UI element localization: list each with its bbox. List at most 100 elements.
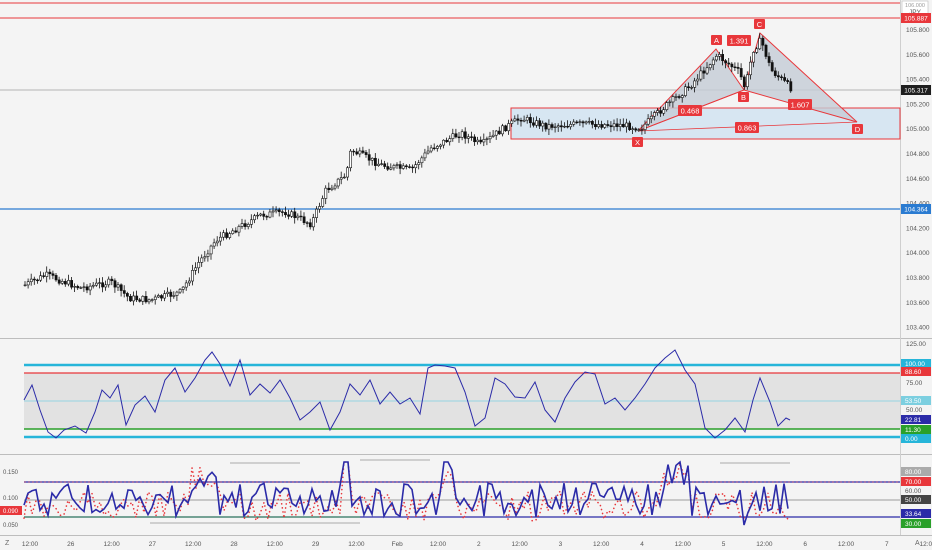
osc1-tick: 50.00 <box>906 407 923 414</box>
oscillator1[interactable] <box>23 349 900 439</box>
candle-body <box>404 165 408 168</box>
candle-body <box>321 198 325 207</box>
candle-body <box>256 214 260 217</box>
time-label: 7 <box>885 541 889 548</box>
candle-body <box>259 213 263 216</box>
candle-body <box>705 67 709 74</box>
time-label: 12:00 <box>838 541 855 548</box>
candle-body <box>129 295 132 302</box>
main-price-pane[interactable] <box>0 0 900 338</box>
time-label: 5 <box>722 541 726 548</box>
candle-body <box>532 122 535 126</box>
candle-body <box>104 284 108 288</box>
candle-body <box>253 215 256 221</box>
candle-body <box>88 285 92 291</box>
candle-body <box>454 133 458 138</box>
time-label: 12:00 <box>22 541 39 548</box>
osc2-t80-tag-bg <box>901 467 931 476</box>
price-candles[interactable] <box>23 33 793 306</box>
candle-body <box>70 280 74 288</box>
candle-body <box>305 222 309 224</box>
osc1-upper-red-tag-bg <box>901 367 931 376</box>
candle-body <box>572 121 576 125</box>
osc1-mid-tag: 53.50 <box>905 398 922 405</box>
candle-body <box>699 70 703 80</box>
candle-body <box>107 278 111 286</box>
oscillator2[interactable] <box>23 459 900 526</box>
candle-body <box>535 120 539 126</box>
currency-label: JPY <box>909 9 922 16</box>
point-c-label: C <box>757 20 763 29</box>
time-label: 12:00 <box>919 541 932 548</box>
candle-body <box>398 164 402 169</box>
top-price-tag: 106.000 <box>905 3 925 9</box>
time-axis-labels: 12:00 26 12:00 27 12:00 28 12:00 29 12:00 Feb 12:0… <box>22 541 932 548</box>
time-label: 12:00 <box>675 541 692 548</box>
time-label: 12:00 <box>348 541 365 548</box>
candle-body <box>389 167 393 170</box>
candle-body <box>507 123 511 132</box>
ratio-bd-label: 1.607 <box>791 101 810 110</box>
candle-body <box>566 125 570 128</box>
oscillator2-pane[interactable] <box>0 455 900 535</box>
candle-body <box>634 128 638 131</box>
ratio-xd-label: 0.863 <box>738 124 757 133</box>
candle-body <box>510 120 514 124</box>
osc2-axis: 80.00 70.00 60.00 50.00 33.64 30.00 <box>901 467 931 528</box>
candle-body <box>488 136 492 140</box>
candle-body <box>435 146 439 149</box>
candle-body <box>101 282 105 288</box>
candle-body <box>702 70 706 74</box>
candle-body <box>609 125 613 128</box>
time-axis[interactable] <box>0 535 932 550</box>
candle-body <box>153 296 157 300</box>
candle-body <box>349 150 353 169</box>
candle-body <box>677 96 681 98</box>
time-label: 12:00 <box>593 541 610 548</box>
osc1-line <box>23 349 791 439</box>
candle-body <box>352 150 356 153</box>
osc2-left-axis: 0.150 0.100 0.050 0.090 <box>0 470 22 529</box>
candle-body <box>770 62 774 72</box>
candle-body <box>373 157 377 166</box>
candle-body <box>296 215 300 219</box>
candle-body <box>439 144 442 147</box>
candle-body <box>420 157 424 164</box>
candle-body <box>721 54 725 62</box>
candle-body <box>466 136 470 139</box>
candle-body <box>581 121 585 124</box>
candle-body <box>590 121 594 125</box>
candle-body <box>683 86 687 96</box>
osc1-tick: 125.00 <box>906 341 926 348</box>
candle-body <box>166 291 170 294</box>
osc2-left-tick: 0.100 <box>3 496 19 502</box>
price-tick: 103.600 <box>906 300 930 307</box>
candle-body <box>277 209 281 213</box>
candle-body <box>659 110 663 114</box>
candle-body <box>519 120 523 122</box>
auto-scale-icon[interactable]: A <box>915 540 920 547</box>
candle-body <box>764 44 768 57</box>
candle-body <box>203 256 207 259</box>
candle-body <box>188 280 191 284</box>
point-b-label: B <box>741 93 746 102</box>
candle-body <box>262 213 266 217</box>
osc1-axis: 125.00 75.00 50.00 100.00 88.60 53.50 22… <box>901 341 931 443</box>
candle-body <box>274 209 278 212</box>
candle-body <box>339 177 343 180</box>
zoom-icon[interactable]: Z <box>5 540 10 547</box>
candle-body <box>668 101 672 104</box>
candle-body <box>504 125 508 132</box>
candle-body <box>336 178 340 187</box>
candle-body <box>476 139 480 143</box>
candle-body <box>302 216 306 223</box>
candle-body <box>32 278 36 281</box>
candle-body <box>544 122 548 130</box>
candle-body <box>618 123 622 127</box>
price-tick: 105.400 <box>906 77 930 84</box>
candle-body <box>742 76 746 88</box>
candle-body <box>358 150 362 155</box>
candle-body <box>169 291 173 297</box>
candle-body <box>783 77 787 81</box>
